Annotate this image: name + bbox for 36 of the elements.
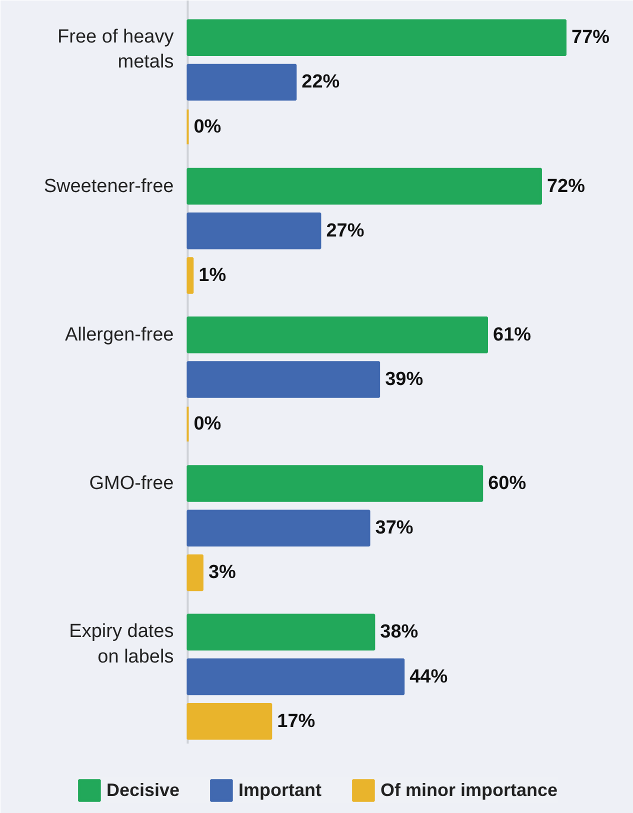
data-label: 0% — [194, 116, 222, 138]
data-label: 38% — [380, 622, 418, 643]
data-label: 61% — [493, 324, 532, 346]
data-label: 44% — [410, 666, 448, 688]
bar — [186, 465, 484, 502]
legend-label: Decisive — [106, 780, 180, 800]
data-label: 39% — [385, 369, 424, 390]
bar — [186, 64, 297, 101]
data-label: 72% — [546, 176, 586, 197]
data-label: 77% — [572, 27, 610, 48]
y-tick-label: Free of heavy metals — [58, 26, 174, 73]
data-label: 60% — [488, 473, 526, 494]
bar — [186, 614, 376, 651]
bar — [186, 168, 542, 205]
y-tick-label: Expiry dates on labels — [69, 621, 174, 668]
bar — [186, 316, 488, 354]
bar — [186, 361, 380, 398]
data-label: 22% — [302, 72, 340, 93]
data-label: 17% — [277, 710, 316, 732]
bar — [186, 510, 370, 547]
bar — [186, 658, 405, 696]
y-tick-label: GMO-free — [89, 473, 174, 494]
legend-label: Important — [238, 780, 322, 800]
bar — [186, 554, 204, 592]
legend-label: Of minor importance — [380, 780, 558, 800]
data-label: 1% — [198, 264, 226, 286]
data-label: 27% — [326, 220, 364, 242]
bar — [186, 702, 272, 740]
bar — [186, 19, 566, 56]
data-label: 0% — [194, 414, 222, 435]
y-tick-label: Allergen-free — [64, 324, 174, 346]
bar — [186, 212, 322, 250]
y-tick-label: Sweetener-free — [44, 176, 174, 197]
data-label: 3% — [208, 562, 236, 584]
bar — [186, 257, 194, 294]
data-label: 37% — [375, 518, 414, 539]
